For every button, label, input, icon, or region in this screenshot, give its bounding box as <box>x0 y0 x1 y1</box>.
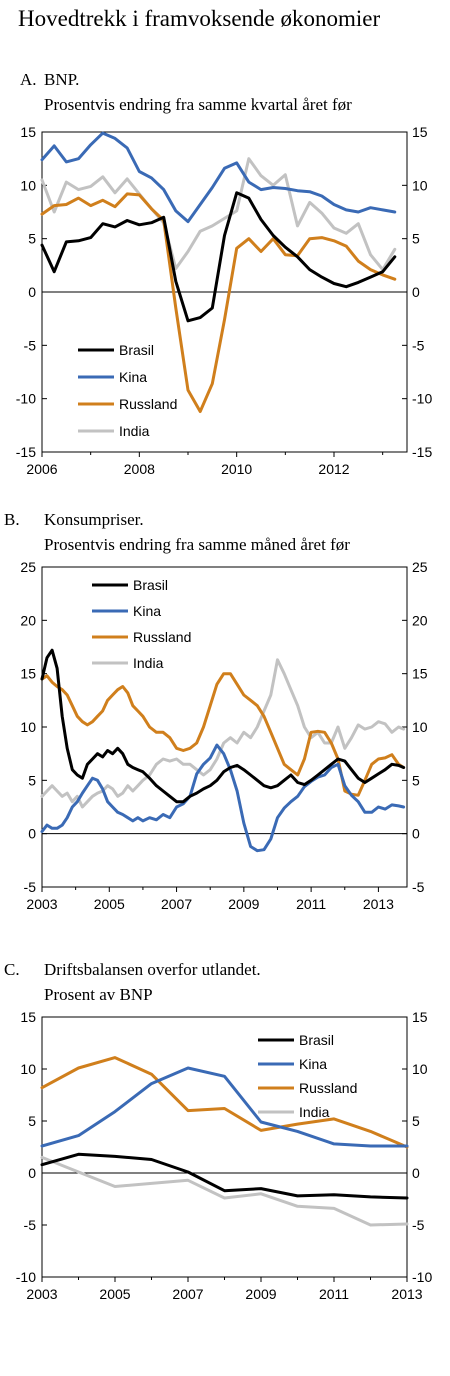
y-tick-label-left: -15 <box>16 444 36 460</box>
y-tick-label-left: 15 <box>20 1009 36 1025</box>
y-tick-label-right: 0 <box>412 826 420 842</box>
chart-a-subtitle: Prosentvis endring fra samme kvartal åre… <box>44 95 352 114</box>
x-tick-label: 2010 <box>221 461 252 477</box>
x-tick-label: 2012 <box>318 461 349 477</box>
y-tick-label-right: 15 <box>412 1009 428 1025</box>
page-title: Hovedtrekk i framvoksende økonomier <box>18 6 381 31</box>
chart-c: -10 -10 -5 -5 0 0 5 5 10 10 15 15 2003 2005 2007 2009 20… <box>16 1009 433 1302</box>
series-line-brasil <box>40 648 406 804</box>
y-tick-label-right: 0 <box>412 284 420 300</box>
y-tick-label-left: 5 <box>28 231 36 247</box>
legend-label-brasil: Brasil <box>133 577 168 593</box>
y-tick-label-right: 0 <box>412 1165 420 1181</box>
x-tick-label: 2009 <box>228 896 259 912</box>
y-tick-label-right: 5 <box>412 772 420 788</box>
chart-b-title: Konsumpriser. <box>44 510 144 529</box>
y-tick-label-right: 10 <box>412 1061 428 1077</box>
y-tick-label-right: 10 <box>412 177 428 193</box>
legend-label-india: India <box>133 655 164 671</box>
y-tick-label-right: -15 <box>412 444 432 460</box>
y-tick-label-left: 0 <box>28 284 36 300</box>
chart-b: -5 -5 0 0 5 5 10 10 15 15 20 20 25 25 2003 2005 2007 2009… <box>20 559 427 912</box>
x-tick-label: 2005 <box>99 1286 130 1302</box>
y-tick-label-left: -5 <box>24 337 37 353</box>
y-tick-label-right: 15 <box>412 124 428 140</box>
chart-a-letter: A. <box>20 70 37 89</box>
y-tick-label-left: 5 <box>28 1113 36 1129</box>
series-line-india <box>40 157 397 272</box>
y-tick-label-right: 5 <box>412 1113 420 1129</box>
y-tick-label-left: 20 <box>20 612 36 628</box>
series-line-india <box>40 1155 409 1227</box>
series-line-kina <box>40 131 397 224</box>
chart-b-subtitle: Prosentvis endring fra samme måned året … <box>44 535 350 554</box>
y-tick-label-left: -10 <box>16 391 36 407</box>
x-tick-label: 2011 <box>296 896 326 912</box>
legend-label-india: India <box>299 1104 330 1120</box>
y-tick-label-right: 10 <box>412 719 428 735</box>
y-tick-label-right: -5 <box>412 1217 425 1233</box>
series-line-brasil <box>40 1152 409 1200</box>
y-tick-label-right: -5 <box>412 337 425 353</box>
x-tick-label: 2005 <box>94 896 125 912</box>
legend-label-kina: Kina <box>119 369 147 385</box>
legend-label-brasil: Brasil <box>299 1032 334 1048</box>
y-tick-label-left: -5 <box>24 879 37 895</box>
y-tick-label-left: 10 <box>20 1061 36 1077</box>
x-tick-label: 2003 <box>26 1286 57 1302</box>
chart-c-letter: C. <box>4 960 20 979</box>
chart-c-title: Driftsbalansen overfor utlandet. <box>44 960 261 979</box>
legend-label-kina: Kina <box>299 1056 327 1072</box>
y-tick-label-left: -10 <box>16 1269 36 1285</box>
y-tick-label-left: -5 <box>24 1217 37 1233</box>
y-tick-label-left: 5 <box>28 772 36 788</box>
y-tick-label-left: 15 <box>20 124 36 140</box>
series-line-russland <box>40 672 406 797</box>
x-tick-label: 2007 <box>161 896 192 912</box>
series-line-russland <box>40 1056 409 1149</box>
chart-a: -15 -15 -10 -10 -5 -5 0 0 5 5 10 10 15 15 2006 2008 2010… <box>16 124 433 477</box>
legend-label-russland: Russland <box>299 1080 357 1096</box>
x-tick-label: 2013 <box>391 1286 422 1302</box>
y-tick-label-right: 15 <box>412 666 428 682</box>
chart-a-title: BNP. <box>44 70 80 89</box>
series-line-kina <box>40 1066 409 1148</box>
y-tick-label-left: 10 <box>20 719 36 735</box>
legend-label-brasil: Brasil <box>119 342 154 358</box>
y-tick-label-right: -5 <box>412 879 425 895</box>
chart-c-subtitle: Prosent av BNP <box>44 985 153 1004</box>
series-line-brasil <box>40 191 397 323</box>
series-line-kina <box>40 743 406 853</box>
chart-c-frame <box>41 1016 408 1278</box>
x-tick-label: 2006 <box>26 461 57 477</box>
chart-b-frame <box>41 566 408 888</box>
y-tick-label-left: 25 <box>20 559 36 575</box>
y-tick-label-left: 0 <box>28 1165 36 1181</box>
legend-label-russland: Russland <box>119 396 177 412</box>
x-tick-label: 2011 <box>319 1286 349 1302</box>
y-tick-label-right: 20 <box>412 612 428 628</box>
legend-label-kina: Kina <box>133 603 161 619</box>
y-tick-label-left: 0 <box>28 826 36 842</box>
y-tick-label-left: 15 <box>20 666 36 682</box>
chart-b-letter: B. <box>4 510 20 529</box>
y-tick-label-right: 5 <box>412 231 420 247</box>
x-tick-label: 2013 <box>363 896 394 912</box>
series-line-russland <box>40 192 397 413</box>
y-tick-label-right: -10 <box>412 1269 432 1285</box>
x-tick-label: 2009 <box>245 1286 276 1302</box>
series-line-india <box>40 658 406 809</box>
legend-label-india: India <box>119 423 150 439</box>
y-tick-label-right: -10 <box>412 391 432 407</box>
y-tick-label-right: 25 <box>412 559 428 575</box>
y-tick-label-left: 10 <box>20 177 36 193</box>
legend-label-russland: Russland <box>133 629 191 645</box>
x-tick-label: 2008 <box>124 461 155 477</box>
x-tick-label: 2007 <box>172 1286 203 1302</box>
x-tick-label: 2003 <box>26 896 57 912</box>
